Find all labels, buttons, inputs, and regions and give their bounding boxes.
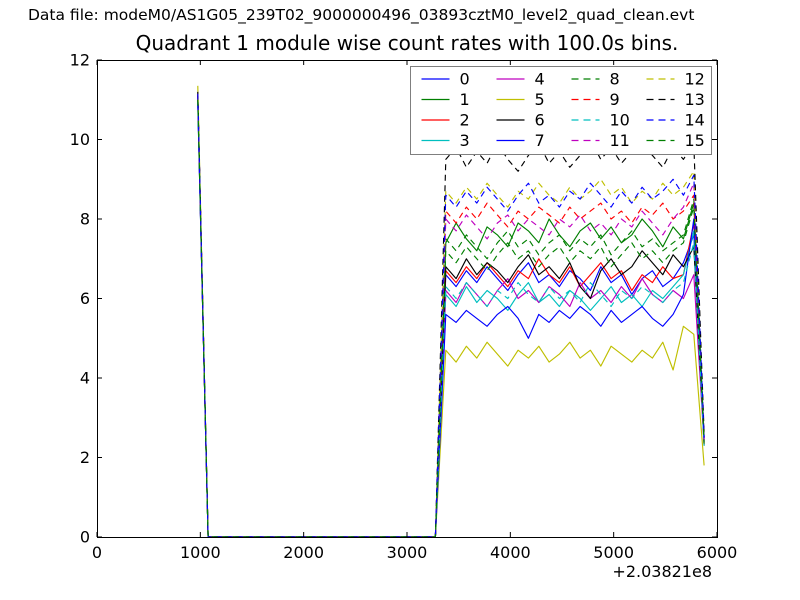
legend-item-13: 13	[646, 90, 705, 109]
legend-item-12: 12	[646, 70, 705, 89]
legend-item-2: 2	[421, 111, 470, 130]
x-tick-label: 0	[92, 543, 102, 562]
legend-label-13: 13	[685, 90, 705, 109]
legend-item-5: 5	[496, 90, 545, 109]
legend-label-6: 6	[535, 111, 545, 130]
x-tick-label: 6000	[697, 543, 738, 562]
series-line-2	[197, 101, 705, 538]
series-line-10	[197, 101, 705, 538]
legend-label-9: 9	[610, 90, 620, 109]
x-tick-label: 4000	[490, 543, 531, 562]
legend-item-7: 7	[496, 131, 545, 150]
legend-item-15: 15	[646, 131, 705, 150]
legend-item-11: 11	[571, 131, 630, 150]
legend-label-14: 14	[685, 111, 705, 130]
series-line-14	[197, 93, 705, 538]
legend-item-0: 0	[421, 70, 470, 89]
legend-label-7: 7	[535, 131, 545, 150]
legend-label-11: 11	[610, 131, 630, 150]
legend-label-0: 0	[460, 70, 470, 89]
chart-title: Quadrant 1 module wise count rates with …	[135, 31, 679, 55]
x-tick-label: 3000	[387, 543, 428, 562]
legend-frame	[410, 66, 712, 155]
legend-label-2: 2	[460, 111, 470, 130]
legend-label-4: 4	[535, 70, 545, 89]
y-tick-label: 12	[70, 51, 90, 70]
legend-label-1: 1	[460, 90, 470, 109]
legend-item-6: 6	[496, 111, 545, 130]
series-line-13	[197, 91, 705, 538]
legend-label-8: 8	[610, 70, 620, 89]
series-line-15	[197, 99, 705, 538]
series-line-7	[197, 103, 705, 538]
legend-item-1: 1	[421, 90, 470, 109]
legend-label-5: 5	[535, 90, 545, 109]
legend-label-10: 10	[610, 111, 630, 130]
y-tick-label: 8	[80, 210, 90, 229]
series-line-1	[197, 95, 705, 538]
legend-item-10: 10	[571, 111, 630, 130]
series-line-11	[197, 95, 705, 538]
legend-item-14: 14	[646, 111, 705, 130]
series-line-5	[197, 91, 705, 538]
legend-item-8: 8	[571, 70, 620, 89]
legend-label-15: 15	[685, 131, 705, 150]
y-tick-label: 2	[80, 448, 90, 467]
series-line-3	[197, 103, 705, 538]
series-line-8	[197, 95, 705, 538]
y-tick-label: 10	[70, 130, 90, 149]
y-tick-label: 4	[80, 369, 90, 388]
y-tick-label: 6	[80, 289, 90, 308]
data-file-label: Data file: modeM0/AS1G05_239T02_90000004…	[28, 6, 695, 24]
legend-item-4: 4	[496, 70, 545, 89]
legend-label-3: 3	[460, 131, 470, 150]
x-tick-label: 1000	[180, 543, 221, 562]
y-tick-label: 0	[80, 528, 90, 547]
legend-item-3: 3	[421, 131, 470, 150]
x-tick-label: 5000	[593, 543, 634, 562]
x-axis-offset-label: +2.03821e8	[612, 562, 712, 581]
legend-item-9: 9	[571, 90, 620, 109]
legend-label-12: 12	[685, 70, 705, 89]
x-tick-label: 2000	[283, 543, 324, 562]
series-line-9	[197, 93, 705, 538]
